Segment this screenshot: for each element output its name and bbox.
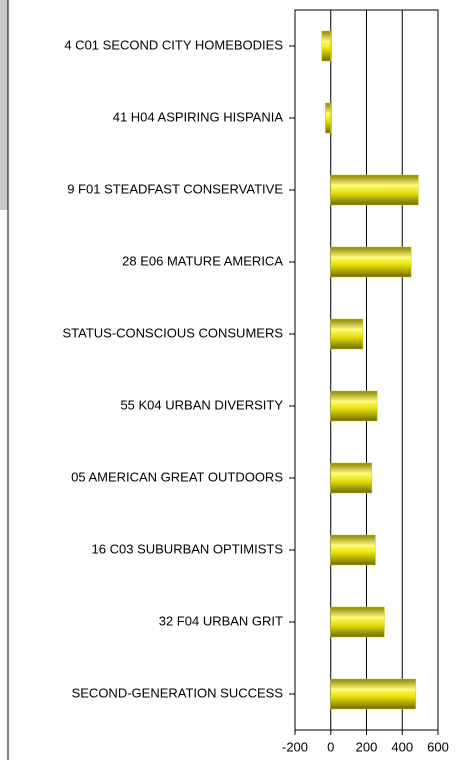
y-tick-label: 41 H04 ASPIRING HISPANIA xyxy=(113,109,284,124)
y-tick-label: 9 F01 STEADFAST CONSERVATIVE xyxy=(67,181,283,196)
y-tick-label: 4 C01 SECOND CITY HOMEBODIES xyxy=(64,37,283,52)
bar xyxy=(330,246,412,278)
x-tick-label: -200 xyxy=(282,739,308,754)
y-tick-label: 55 K04 URBAN DIVERSITY xyxy=(120,397,283,412)
bar xyxy=(330,462,373,494)
frame-edge xyxy=(0,0,8,210)
y-tick-label: 32 F04 URBAN GRIT xyxy=(159,613,283,628)
y-tick-label: 28 E06 MATURE AMERICA xyxy=(122,253,283,268)
y-tick-label: 16 C03 SUBURBAN OPTIMISTS xyxy=(92,541,284,556)
x-tick-label: 600 xyxy=(427,739,449,754)
bar xyxy=(330,534,376,566)
y-tick-label: STATUS-CONSCIOUS CONSUMERS xyxy=(62,325,283,340)
bar xyxy=(330,390,378,422)
x-tick-label: 200 xyxy=(356,739,378,754)
y-tick-label: SECOND-GENERATION SUCCESS xyxy=(72,685,284,700)
x-tick-label: 0 xyxy=(327,739,334,754)
y-tick-label: 05 AMERICAN GREAT OUTDOORS xyxy=(71,469,283,484)
bar xyxy=(330,606,385,638)
bar xyxy=(325,102,332,134)
bar xyxy=(330,678,416,710)
bar xyxy=(330,174,419,206)
bar xyxy=(321,30,331,62)
x-tick-label: 400 xyxy=(391,739,413,754)
bar xyxy=(330,318,364,350)
